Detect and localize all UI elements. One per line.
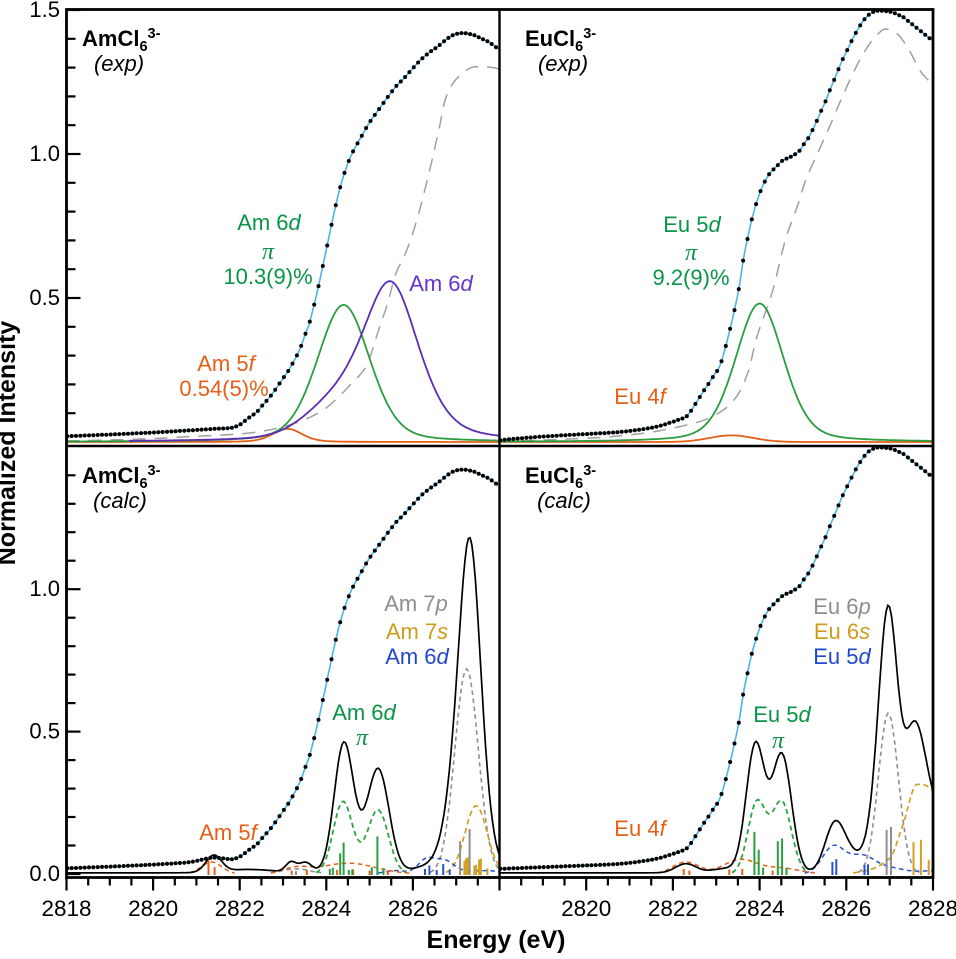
svg-text:Energy (eV): Energy (eV) [427,926,566,954]
svg-text:Am 7s: Am 7s [386,619,448,644]
svg-text:AmCl63-: AmCl63- [82,463,161,492]
svg-text:Am 5f: Am 5f [197,351,257,376]
svg-text:1.0: 1.0 [29,576,60,601]
svg-text:Am 5f: Am 5f [199,820,259,845]
svg-text:Am 6d: Am 6d [332,700,396,725]
svg-text:2818: 2818 [41,896,91,921]
svg-text:AmCl63-: AmCl63- [82,26,161,55]
svg-text:Eu 6p: Eu 6p [813,594,871,619]
svg-text:Normalized Intensity: Normalized Intensity [0,321,21,566]
svg-text:10.3(9)%: 10.3(9)% [223,264,312,289]
svg-text:Am 6d: Am 6d [385,644,449,669]
svg-text:Am 6d: Am 6d [409,271,473,296]
svg-text:2820: 2820 [128,896,178,921]
svg-text:2822: 2822 [215,896,265,921]
svg-text:0.5: 0.5 [29,719,60,744]
svg-text:0.5: 0.5 [29,285,60,310]
svg-text:(calc): (calc) [537,488,591,513]
svg-text:(exp): (exp) [94,51,144,76]
svg-text:π: π [356,725,369,751]
svg-text:π: π [685,240,698,266]
svg-text:0.54(5)%: 0.54(5)% [179,376,268,401]
svg-text:2828: 2828 [908,896,956,921]
svg-text:2824: 2824 [735,896,785,921]
svg-text:Am 6d: Am 6d [237,210,301,235]
svg-text:Eu 5d: Eu 5d [753,702,811,727]
svg-text:(calc): (calc) [93,488,147,513]
svg-text:Eu 4f: Eu 4f [614,384,668,409]
svg-text:π: π [772,728,785,754]
svg-text:π: π [262,239,275,265]
svg-text:2822: 2822 [648,896,698,921]
svg-text:2824: 2824 [301,896,351,921]
svg-text:Eu 4f: Eu 4f [614,816,668,841]
svg-text:2820: 2820 [561,896,611,921]
svg-text:Am 7p: Am 7p [384,591,448,616]
svg-text:1.0: 1.0 [29,141,60,166]
svg-text:1.5: 1.5 [29,0,60,22]
svg-text:2826: 2826 [388,896,438,921]
svg-text:0.0: 0.0 [29,861,60,886]
svg-text:Eu 5d: Eu 5d [813,644,871,669]
svg-text:(exp): (exp) [538,51,588,76]
svg-text:Eu 5d: Eu 5d [663,212,721,237]
svg-text:Eu 6s: Eu 6s [814,619,870,644]
svg-text:9.2(9)%: 9.2(9)% [652,265,729,290]
svg-text:2826: 2826 [821,896,871,921]
